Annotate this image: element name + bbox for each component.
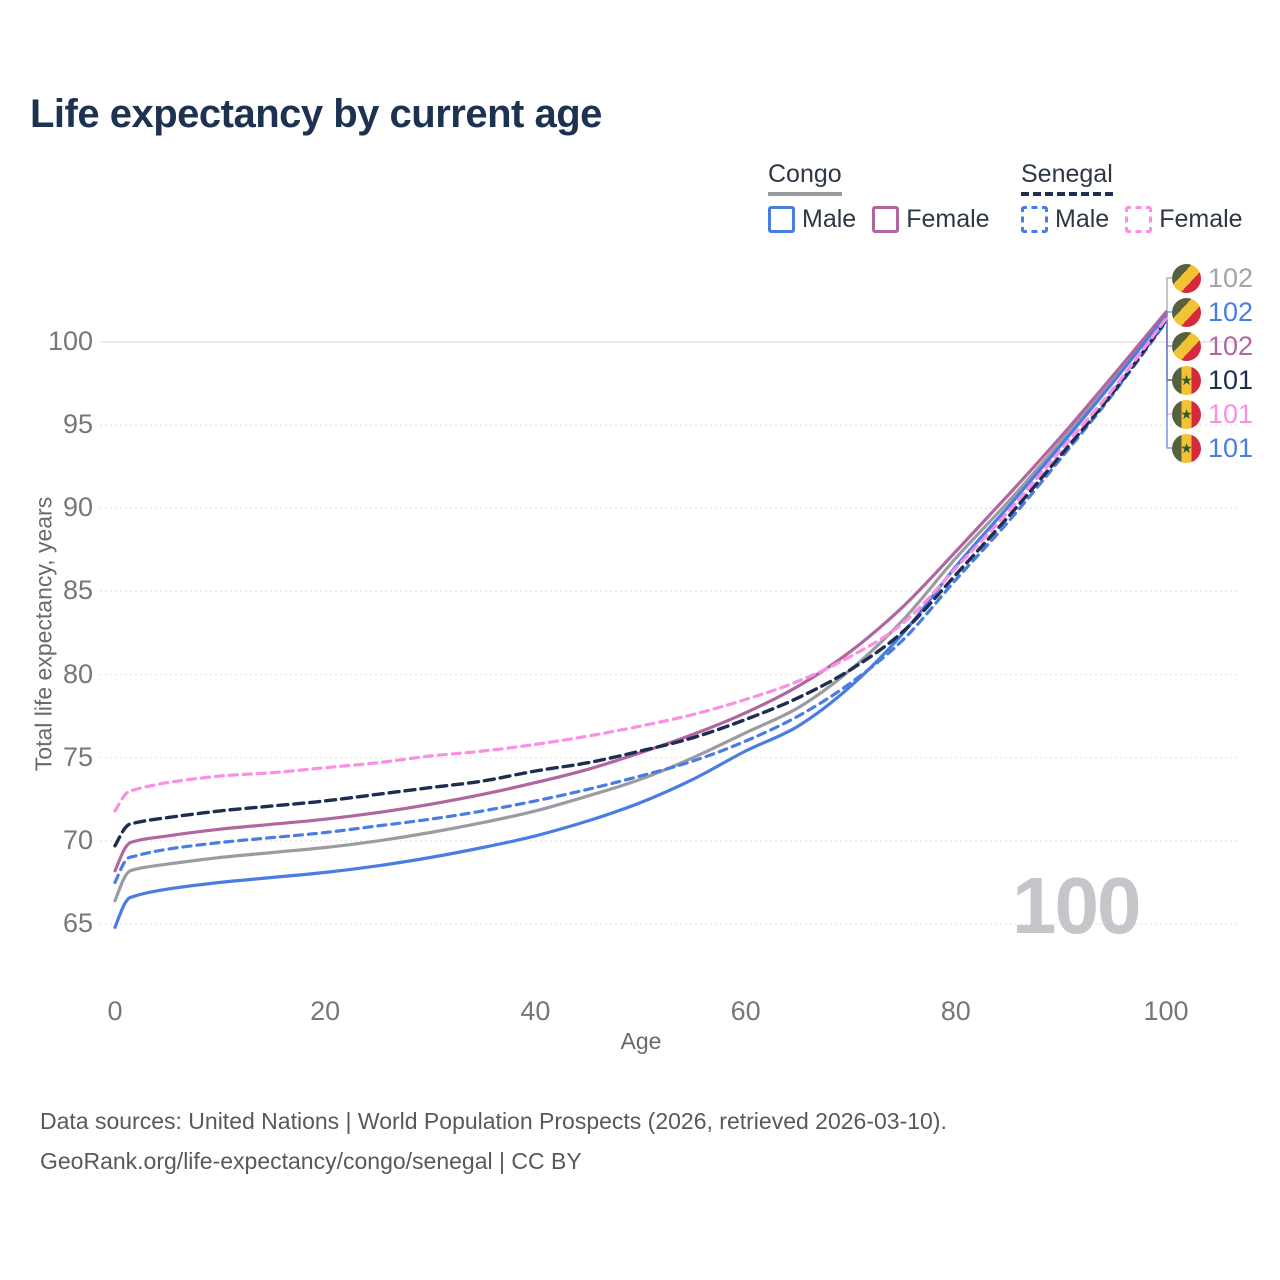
star-icon: ★ bbox=[1180, 372, 1193, 388]
y-tick-label: 75 bbox=[62, 741, 93, 772]
end-value-label: 102 bbox=[1208, 296, 1254, 327]
y-tick-label: 90 bbox=[62, 492, 93, 523]
y-tick-label: 70 bbox=[62, 824, 93, 855]
legend-item-congo-male[interactable]: Male bbox=[768, 205, 856, 234]
end-label-row-congo-both: 102 bbox=[1172, 261, 1253, 295]
end-value-label: 102 bbox=[1208, 330, 1254, 361]
data-sources-note: Data sources: United Nations | World Pop… bbox=[40, 1108, 947, 1134]
end-label-row-senegal-male: ★ 101 bbox=[1172, 431, 1253, 465]
y-axis-title: Total life expectancy, years bbox=[30, 496, 57, 772]
senegal-flag-icon: ★ bbox=[1172, 433, 1201, 463]
series-line-senegal-female[interactable] bbox=[113, 317, 1168, 813]
legend-label-congo-female: Female bbox=[906, 205, 990, 233]
x-tick-label: 60 bbox=[730, 996, 761, 1026]
legend-heading-congo: Congo bbox=[768, 160, 842, 196]
series-line-congo-male[interactable] bbox=[113, 313, 1168, 929]
x-tick-label: 0 bbox=[107, 996, 123, 1026]
legend-item-congo-female[interactable]: Female bbox=[872, 205, 990, 234]
x-tick-label: 20 bbox=[310, 996, 341, 1026]
age-watermark: 100 bbox=[1012, 861, 1141, 950]
end-label-row-congo-female: 102 bbox=[1172, 329, 1253, 363]
legend-label-senegal-male: Male bbox=[1055, 205, 1110, 233]
x-tick-label: 80 bbox=[940, 996, 971, 1026]
senegal-flag-icon: ★ bbox=[1172, 365, 1201, 395]
legend-group-senegal: Senegal Male Female bbox=[1021, 160, 1243, 234]
checkbox-congo-male[interactable] bbox=[768, 206, 795, 233]
y-tick-label: 95 bbox=[62, 409, 93, 440]
end-value-label: 101 bbox=[1208, 364, 1254, 395]
checkbox-senegal-male[interactable] bbox=[1021, 206, 1048, 233]
checkbox-senegal-female[interactable] bbox=[1125, 206, 1153, 233]
legend-heading-senegal: Senegal bbox=[1021, 160, 1113, 196]
x-axis-title: Age bbox=[620, 1028, 662, 1054]
end-label-connector bbox=[1166, 321, 1172, 449]
congo-flag-icon bbox=[1172, 331, 1201, 361]
end-value-label: 101 bbox=[1208, 432, 1254, 463]
series-line-congo-female[interactable] bbox=[113, 310, 1168, 873]
series-line-congo-both[interactable] bbox=[113, 312, 1168, 903]
legend-item-senegal-male[interactable]: Male bbox=[1021, 205, 1109, 234]
series-line-senegal-male[interactable] bbox=[113, 320, 1168, 884]
legend-label-congo-male: Male bbox=[802, 205, 857, 233]
x-tick-label: 100 bbox=[1143, 996, 1189, 1026]
senegal-flag-icon: ★ bbox=[1172, 399, 1201, 429]
series-line-senegal-both[interactable] bbox=[113, 318, 1168, 848]
end-label-row-senegal-female: ★ 101 bbox=[1172, 397, 1253, 431]
congo-flag-icon bbox=[1172, 297, 1201, 327]
checkbox-congo-female[interactable] bbox=[872, 206, 900, 233]
chart-title: Life expectancy by current age bbox=[30, 92, 602, 136]
legend-item-senegal-female[interactable]: Female bbox=[1125, 205, 1243, 234]
y-tick-label: 85 bbox=[62, 575, 93, 606]
congo-flag-icon bbox=[1172, 263, 1201, 293]
star-icon: ★ bbox=[1180, 440, 1193, 456]
attribution-note: GeoRank.org/life-expectancy/congo/senega… bbox=[40, 1148, 582, 1174]
y-tick-label: 80 bbox=[62, 658, 93, 689]
x-tick-label: 40 bbox=[520, 996, 551, 1026]
legend-group-congo: Congo Male Female bbox=[768, 160, 990, 234]
end-label-row-congo-male: 102 bbox=[1172, 295, 1253, 329]
star-icon: ★ bbox=[1180, 406, 1193, 422]
end-label-row-senegal-both: ★ 101 bbox=[1172, 363, 1253, 397]
legend-label-senegal-female: Female bbox=[1159, 205, 1243, 233]
end-value-label: 102 bbox=[1208, 262, 1254, 293]
y-tick-label: 100 bbox=[47, 325, 93, 356]
end-value-label: 101 bbox=[1208, 398, 1254, 429]
y-tick-label: 65 bbox=[62, 908, 93, 938]
